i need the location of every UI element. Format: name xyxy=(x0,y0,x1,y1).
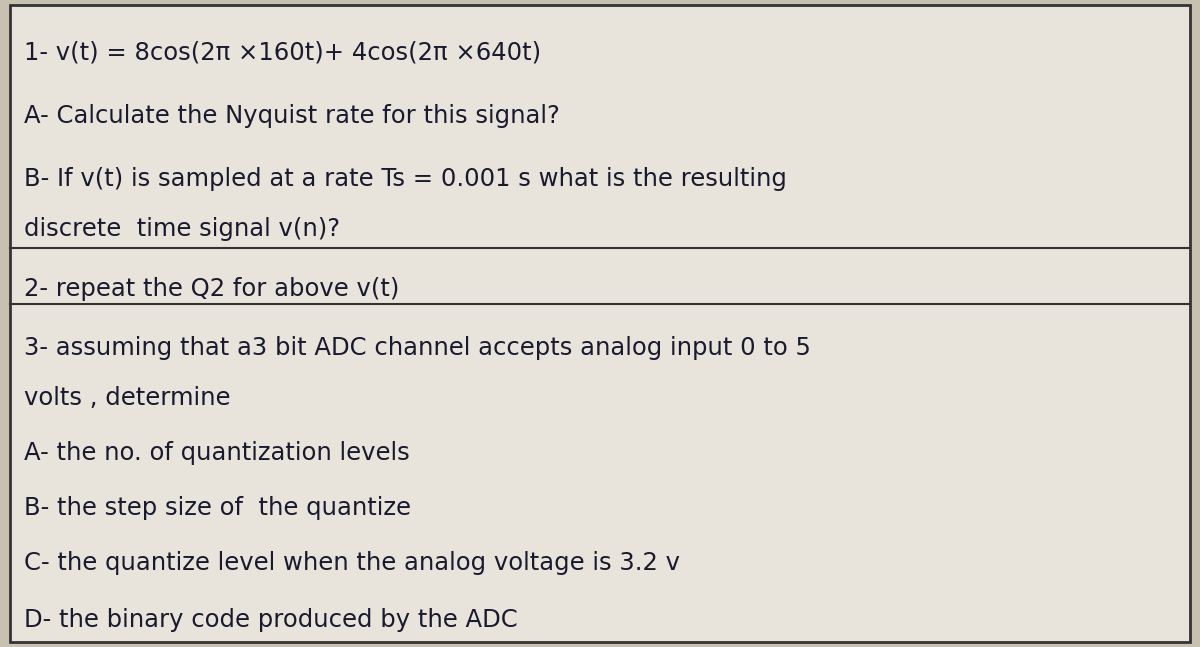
Text: A- the no. of quantization levels: A- the no. of quantization levels xyxy=(24,441,409,465)
Text: B- the step size of  the quantize: B- the step size of the quantize xyxy=(24,496,410,520)
Text: 2- repeat the Q2 for above v(t): 2- repeat the Q2 for above v(t) xyxy=(24,277,400,301)
Text: A- Calculate the Nyquist rate for this signal?: A- Calculate the Nyquist rate for this s… xyxy=(24,104,560,127)
Text: C- the quantize level when the analog voltage is 3.2 v: C- the quantize level when the analog vo… xyxy=(24,551,680,575)
Text: 1- v(t) = 8cos(2π ×160t)+ 4cos(2π ×640t): 1- v(t) = 8cos(2π ×160t)+ 4cos(2π ×640t) xyxy=(24,40,541,64)
Text: D- the binary code produced by the ADC: D- the binary code produced by the ADC xyxy=(24,608,517,632)
Text: discrete  time signal v(n)?: discrete time signal v(n)? xyxy=(24,217,340,241)
Text: B- If v(t) is sampled at a rate Ts = 0.001 s what is the resulting: B- If v(t) is sampled at a rate Ts = 0.0… xyxy=(24,167,787,191)
Text: volts , determine: volts , determine xyxy=(24,386,230,410)
Text: 3- assuming that a3 bit ADC channel accepts analog input 0 to 5: 3- assuming that a3 bit ADC channel acce… xyxy=(24,336,811,360)
FancyBboxPatch shape xyxy=(10,5,1190,642)
